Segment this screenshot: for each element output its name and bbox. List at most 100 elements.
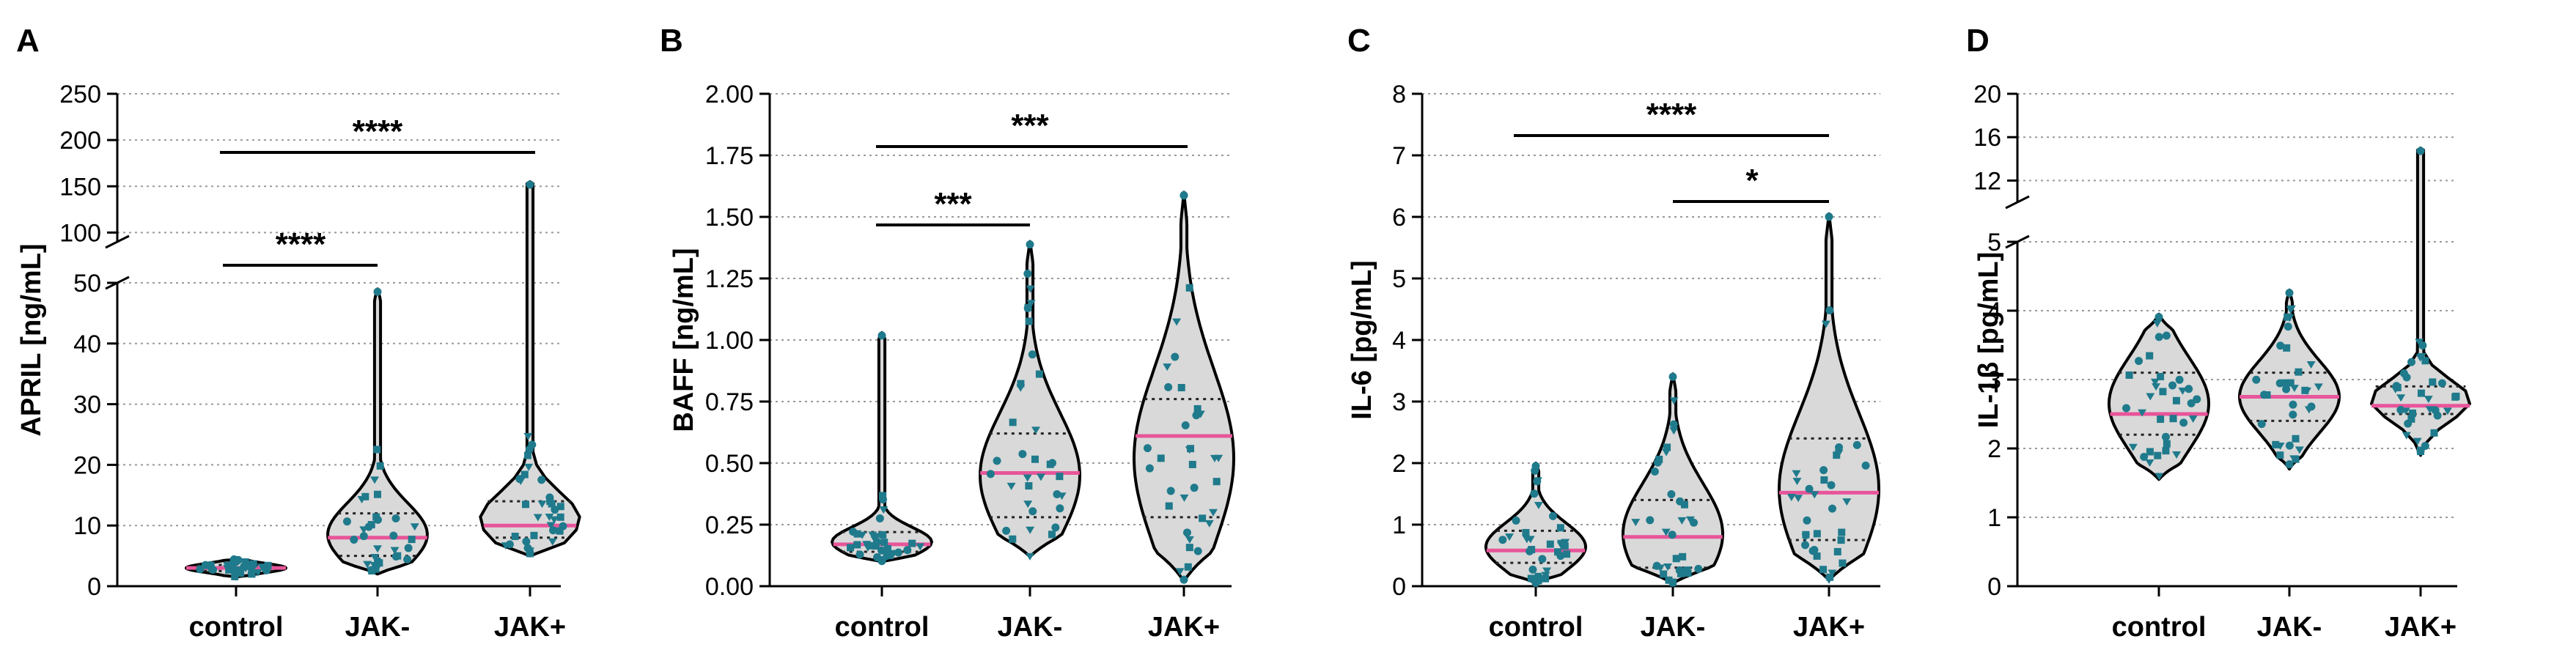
data-point [2272, 440, 2280, 448]
data-point [556, 513, 564, 521]
y-tick-label: 0.25 [705, 511, 754, 539]
y-tick-label: 20 [73, 451, 101, 479]
data-point [2275, 379, 2284, 388]
data-point [1833, 547, 1841, 555]
data-point [2135, 357, 2143, 366]
data-point [1839, 559, 1847, 567]
y-tick-label: 6 [1392, 204, 1406, 232]
data-point [1838, 528, 1846, 536]
data-point [522, 500, 530, 509]
data-point [1214, 454, 1223, 462]
data-point [526, 180, 534, 189]
y-tick-label: 1.25 [705, 265, 754, 293]
data-point [520, 470, 529, 478]
data-point [2301, 386, 2309, 394]
data-point [2257, 420, 2266, 429]
data-point [1048, 459, 1057, 467]
data-point [1825, 212, 1833, 221]
y-axis-title: IL-1β [pg/mL] [1973, 252, 2004, 429]
data-point [373, 545, 383, 553]
data-point [1837, 536, 1845, 544]
data-point [2289, 455, 2299, 463]
data-point [1180, 575, 1188, 584]
significance-label: **** [353, 114, 403, 149]
y-tick-label: 3 [1392, 388, 1406, 416]
y-tick-label: 4 [1392, 327, 1406, 355]
y-tick-label: 20 [1973, 81, 2001, 108]
data-point [1056, 473, 1064, 481]
data-point [853, 541, 861, 549]
data-point [1554, 548, 1562, 556]
data-point [1185, 544, 1193, 552]
data-point [1056, 504, 1064, 513]
data-point [1530, 489, 1539, 498]
data-point [2163, 440, 2171, 448]
significance-label: * [1745, 163, 1759, 199]
data-point [1177, 384, 1185, 392]
data-point [853, 530, 861, 538]
data-point [2413, 437, 2422, 446]
data-point [1145, 464, 1154, 473]
data-point [2162, 447, 2170, 455]
data-point [2157, 372, 2165, 380]
data-point [373, 287, 382, 296]
y-tick-label: 16 [1973, 124, 2001, 152]
data-point [1035, 370, 1043, 378]
data-point [359, 532, 368, 541]
data-point [394, 552, 402, 560]
x-category-label: control [2112, 612, 2207, 643]
data-point [2185, 385, 2193, 393]
data-point [1024, 303, 1032, 311]
axis-break-mark [105, 276, 130, 290]
data-point [505, 540, 514, 549]
data-point [2175, 375, 2184, 384]
data-point [2286, 379, 2295, 387]
data-point [872, 538, 881, 547]
data-point [1694, 564, 1703, 573]
panel-a: A APRIL [ng/mL] 0 10 20 30 40 50 100 150 200 250 con… [16, 23, 581, 643]
y-tick-label: 0 [1987, 573, 2001, 601]
data-point [550, 516, 559, 524]
data-point [2154, 313, 2163, 322]
data-point [523, 451, 531, 459]
data-point [1680, 500, 1688, 509]
data-point [2404, 419, 2413, 428]
y-tick-label: 0 [87, 573, 101, 601]
data-point [1002, 526, 1011, 535]
data-point [1677, 517, 1687, 525]
y-tick-label: 30 [73, 391, 101, 419]
data-point [2138, 409, 2147, 417]
x-category-label: JAK+ [1793, 612, 1865, 643]
data-point [375, 559, 383, 567]
x-category-label: JAK- [998, 612, 1063, 643]
data-point [1650, 467, 1659, 476]
x-category-label: control [189, 612, 284, 643]
x-category-label: JAK+ [2385, 612, 2457, 643]
y-tick-label: 40 [73, 330, 101, 358]
data-point [248, 570, 256, 578]
data-point [2407, 415, 2415, 423]
data-point [1199, 514, 1207, 522]
data-point [350, 536, 358, 544]
x-category-label: JAK+ [494, 612, 566, 643]
y-tick-label: 1 [1987, 504, 2001, 532]
data-point [1025, 317, 1033, 325]
y-tick-label: 10 [73, 512, 101, 540]
data-point [257, 563, 267, 572]
data-point [1028, 507, 1037, 516]
data-point [1546, 540, 1554, 548]
data-point [1794, 495, 1803, 503]
y-tick-label: 0.75 [705, 388, 754, 416]
data-point [1668, 372, 1677, 381]
y-tick-label: 0 [1392, 573, 1406, 601]
data-point [1665, 576, 1673, 584]
data-point [241, 558, 249, 566]
data-point [2276, 451, 2284, 459]
data-point [1018, 450, 1027, 459]
data-point [2304, 406, 2314, 414]
data-point [1548, 511, 1557, 520]
y-tick-label: 2.00 [705, 81, 754, 108]
data-point [367, 566, 376, 574]
data-point [1175, 568, 1185, 576]
data-point [404, 544, 413, 552]
